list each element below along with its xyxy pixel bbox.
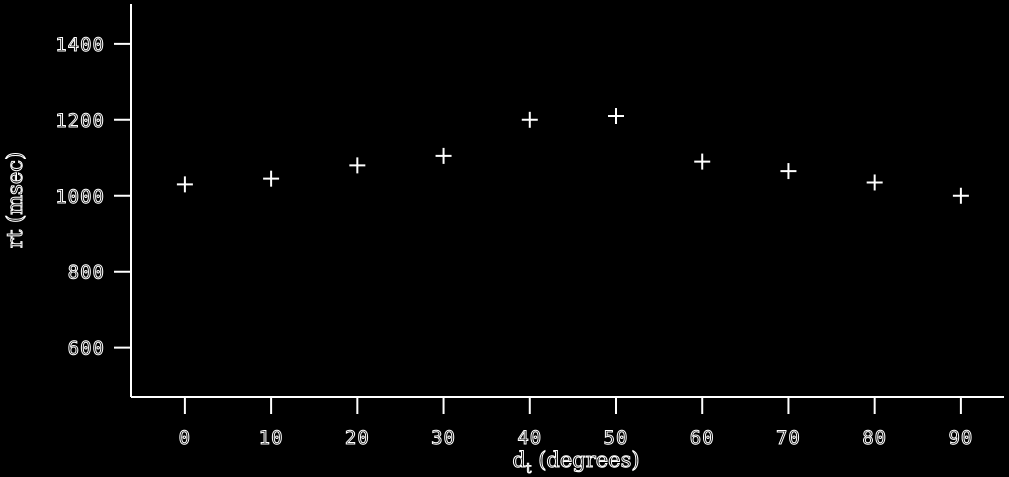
- x-axis-title-subscript: t: [526, 461, 532, 477]
- data-point: [521, 111, 538, 128]
- data-point: [435, 147, 452, 164]
- x-tick-label: 30: [431, 427, 456, 449]
- x-axis-title-rest: (degrees): [532, 448, 640, 472]
- x-tick-label: 10: [259, 427, 284, 449]
- x-tick-label: 50: [604, 427, 629, 449]
- y-tick-label: 600: [68, 338, 105, 360]
- x-tick-label: 90: [948, 427, 973, 449]
- data-point: [608, 108, 624, 125]
- y-tick-label: 1400: [55, 34, 105, 56]
- x-axis-title: dt (degrees): [512, 448, 639, 477]
- y-axis-ticks: 600 800 1000 1200 1400: [55, 33, 131, 360]
- data-point: [263, 170, 280, 187]
- data-point: [866, 174, 883, 191]
- x-tick-label: 40: [517, 427, 542, 449]
- data-point: [694, 153, 711, 170]
- x-tick-label: 60: [690, 427, 715, 449]
- y-tick-label: 800: [68, 262, 105, 284]
- data-point: [176, 176, 193, 193]
- y-tick-label: 1200: [55, 110, 105, 132]
- data-point: [780, 163, 797, 180]
- y-tick-label: 1000: [55, 186, 105, 208]
- x-axis-ticks: 0 10 20 30 40 50 60 70 80 90: [178, 397, 973, 450]
- data-point: [952, 187, 969, 204]
- x-tick-label: 0: [179, 427, 191, 449]
- data-points: [176, 108, 969, 204]
- x-tick-label: 80: [862, 427, 887, 449]
- x-tick-label: 20: [345, 427, 370, 449]
- y-axis-title: rt (msec): [3, 152, 27, 248]
- data-point: [349, 157, 366, 174]
- x-axis-title-main: d: [512, 448, 525, 472]
- x-tick-label: 70: [776, 427, 801, 449]
